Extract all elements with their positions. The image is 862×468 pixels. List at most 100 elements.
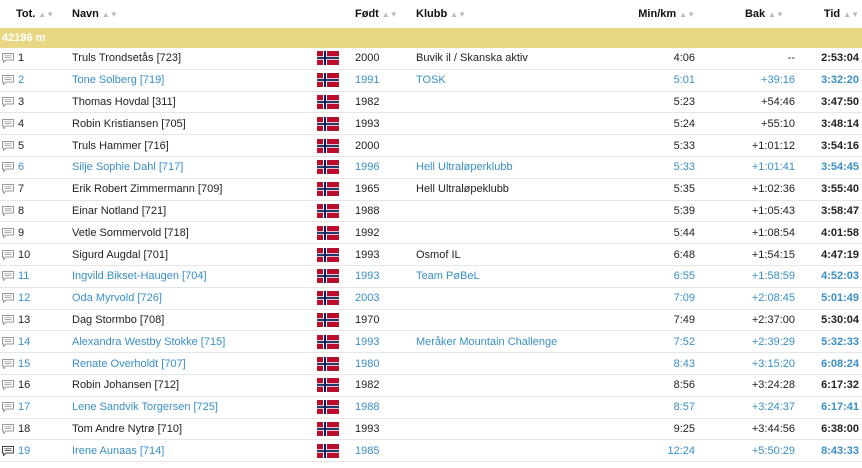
finish-time: 6:17:41	[821, 401, 859, 414]
time-behind: +1:58:59	[751, 270, 795, 283]
comment-icon[interactable]	[2, 288, 16, 309]
time-behind: +3:24:28	[751, 379, 795, 392]
column-klubb[interactable]: Klubb ▲▼	[416, 0, 646, 28]
table-row[interactable]: 10 Sigurd Augdal [701] 1993 Osmof IL 6:48 +1:…	[0, 244, 862, 266]
column-navn[interactable]: Navn ▲▼	[72, 0, 312, 28]
comment-icon[interactable]	[2, 113, 16, 134]
pace: 5:44	[673, 226, 695, 239]
table-row[interactable]: 13 Dag Stormbo [708] 1970 7:49 +2:37:00 5:30:…	[0, 309, 862, 332]
runner-name[interactable]: Tone Solberg [719]	[72, 74, 165, 87]
position: 14	[18, 335, 31, 348]
comment-icon[interactable]	[2, 310, 16, 331]
runner-name[interactable]: Robin Kristiansen [705]	[72, 117, 186, 130]
runner-name[interactable]: Irene Aunaas [714]	[72, 444, 165, 457]
comment-icon[interactable]	[2, 266, 16, 287]
comment-icon[interactable]	[2, 135, 16, 156]
finish-time: 6:17:32	[821, 379, 859, 392]
table-row[interactable]: 17 Lene Sandvik Torgersen [725] 1988 8:57 +3…	[0, 396, 862, 419]
runner-name[interactable]: Robin Johansen [712]	[72, 379, 180, 392]
norway-flag-icon	[317, 92, 339, 113]
comment-icon[interactable]	[2, 179, 16, 200]
table-row[interactable]: 15 Renate Overholdt [707] 1980 8:43 +3:15:20…	[0, 353, 862, 375]
column-fodt-label: Født	[355, 8, 379, 20]
sort-icon: ▲▼	[679, 9, 695, 19]
runner-name[interactable]: Alexandra Westby Stokke [715]	[72, 335, 226, 348]
comment-icon[interactable]	[2, 70, 16, 91]
norway-flag-icon	[317, 157, 339, 178]
norway-flag-icon	[317, 266, 339, 287]
table-row[interactable]: 11 Ingvild Bikset-Haugen [704] 1993 Team Pø…	[0, 265, 862, 288]
table-row[interactable]: 2 Tone Solberg [719] 1991 TOSK 5:01 +39:16 3:3…	[0, 69, 862, 92]
norway-flag-icon	[317, 310, 339, 331]
comment-icon[interactable]	[2, 331, 16, 352]
time-behind: +2:08:45	[751, 292, 795, 305]
pace: 8:56	[673, 379, 695, 392]
table-row[interactable]: 1 Truls Trondsetås [723] 2000 Buvik il / Sk…	[0, 48, 862, 70]
column-tid[interactable]: Tid ▲▼	[795, 0, 859, 28]
column-tid-label: Tid	[823, 8, 841, 20]
pace: 5:33	[673, 161, 695, 174]
comment-icon[interactable]	[2, 375, 16, 396]
column-bak[interactable]: Bak ▲▼	[710, 0, 784, 28]
birth-year: 1993	[355, 248, 380, 261]
birth-year: 1993	[355, 270, 380, 283]
table-row[interactable]: 18 Tom Andre Nytrø [710] 1993 9:25 +3:44:56 6…	[0, 418, 862, 441]
club	[416, 440, 646, 461]
runner-name[interactable]: Erik Robert Zimmermann [709]	[72, 183, 223, 196]
comment-icon[interactable]	[2, 48, 16, 69]
runner-name[interactable]: Renate Overholdt [707]	[72, 357, 186, 370]
column-minkm[interactable]: Min/km ▲▼	[620, 0, 695, 28]
club: Team PøBeL	[416, 270, 480, 283]
comment-icon[interactable]	[2, 157, 16, 178]
birth-year: 1993	[355, 335, 380, 348]
position: 12	[18, 292, 31, 305]
column-tot[interactable]: Tot. ▲▼	[16, 0, 56, 28]
table-row[interactable]: 19 Irene Aunaas [714] 1985 12:24 +5:50:29 8:4…	[0, 440, 862, 463]
runner-name[interactable]: Silje Sophie Dahl [717]	[72, 161, 184, 174]
time-behind: +1:54:15	[751, 248, 795, 261]
runner-name[interactable]: Thomas Hovdal [311]	[72, 95, 176, 108]
comment-icon[interactable]	[2, 440, 16, 461]
club	[416, 201, 646, 222]
pace: 9:25	[673, 422, 695, 435]
comment-icon[interactable]	[2, 244, 16, 265]
runner-name[interactable]: Vetle Sommervold [718]	[72, 226, 189, 239]
runner-name[interactable]: Truls Hammer [716]	[72, 139, 169, 152]
runner-name[interactable]: Lene Sandvik Torgersen [725]	[72, 401, 218, 414]
table-row[interactable]: 14 Alexandra Westby Stokke [715] 1993 Meråk…	[0, 331, 862, 354]
runner-name[interactable]: Ingvild Bikset-Haugen [704]	[72, 270, 207, 283]
comment-icon[interactable]	[2, 397, 16, 418]
position: 8	[18, 204, 25, 217]
table-row[interactable]: 6 Silje Sophie Dahl [717] 1996 Hell Ultralø…	[0, 156, 862, 179]
table-row[interactable]: 8 Einar Notland [721] 1988 5:39 +1:05:43 3:58…	[0, 200, 862, 223]
runner-name[interactable]: Oda Myrvold [726]	[72, 292, 162, 305]
pace: 7:49	[673, 313, 695, 326]
runner-name[interactable]: Dag Stormbo [708]	[72, 313, 165, 326]
pace: 5:39	[673, 204, 695, 217]
position: 3	[18, 95, 25, 108]
table-row[interactable]: 9 Vetle Sommervold [718] 1992 5:44 +1:08:54 4…	[0, 222, 862, 245]
table-row[interactable]: 4 Robin Kristiansen [705] 1993 5:24 +55:10 3:…	[0, 113, 862, 136]
table-row[interactable]: 5 Truls Hammer [716] 2000 5:33 +1:01:12 3:54:…	[0, 135, 862, 157]
pace: 5:33	[673, 139, 695, 152]
birth-year: 1970	[355, 313, 380, 326]
comment-icon[interactable]	[2, 92, 16, 113]
time-behind: +3:44:56	[751, 422, 795, 435]
comment-icon[interactable]	[2, 353, 16, 374]
comment-icon[interactable]	[2, 201, 16, 222]
runner-name[interactable]: Sigurd Augdal [701]	[72, 248, 169, 261]
club	[416, 397, 646, 418]
table-row[interactable]: 3 Thomas Hovdal [311] 1982 5:23 +54:46 3:47:5…	[0, 91, 862, 114]
runner-name[interactable]: Truls Trondsetås [723]	[72, 52, 182, 65]
runner-name[interactable]: Einar Notland [721]	[72, 204, 167, 217]
finish-time: 8:43:33	[821, 444, 859, 457]
comment-icon[interactable]	[2, 419, 16, 440]
position: 6	[18, 161, 25, 174]
table-row[interactable]: 12 Oda Myrvold [726] 2003 7:09 +2:08:45 5:01:…	[0, 287, 862, 310]
column-fodt[interactable]: Født ▲▼	[355, 0, 405, 28]
table-row[interactable]: 16 Robin Johansen [712] 1982 8:56 +3:24:28 6:…	[0, 374, 862, 397]
runner-name[interactable]: Tom Andre Nytrø [710]	[72, 422, 183, 435]
pace: 5:24	[673, 117, 695, 130]
table-row[interactable]: 7 Erik Robert Zimmermann [709] 1965 Hell Ul…	[0, 178, 862, 201]
comment-icon[interactable]	[2, 222, 16, 243]
